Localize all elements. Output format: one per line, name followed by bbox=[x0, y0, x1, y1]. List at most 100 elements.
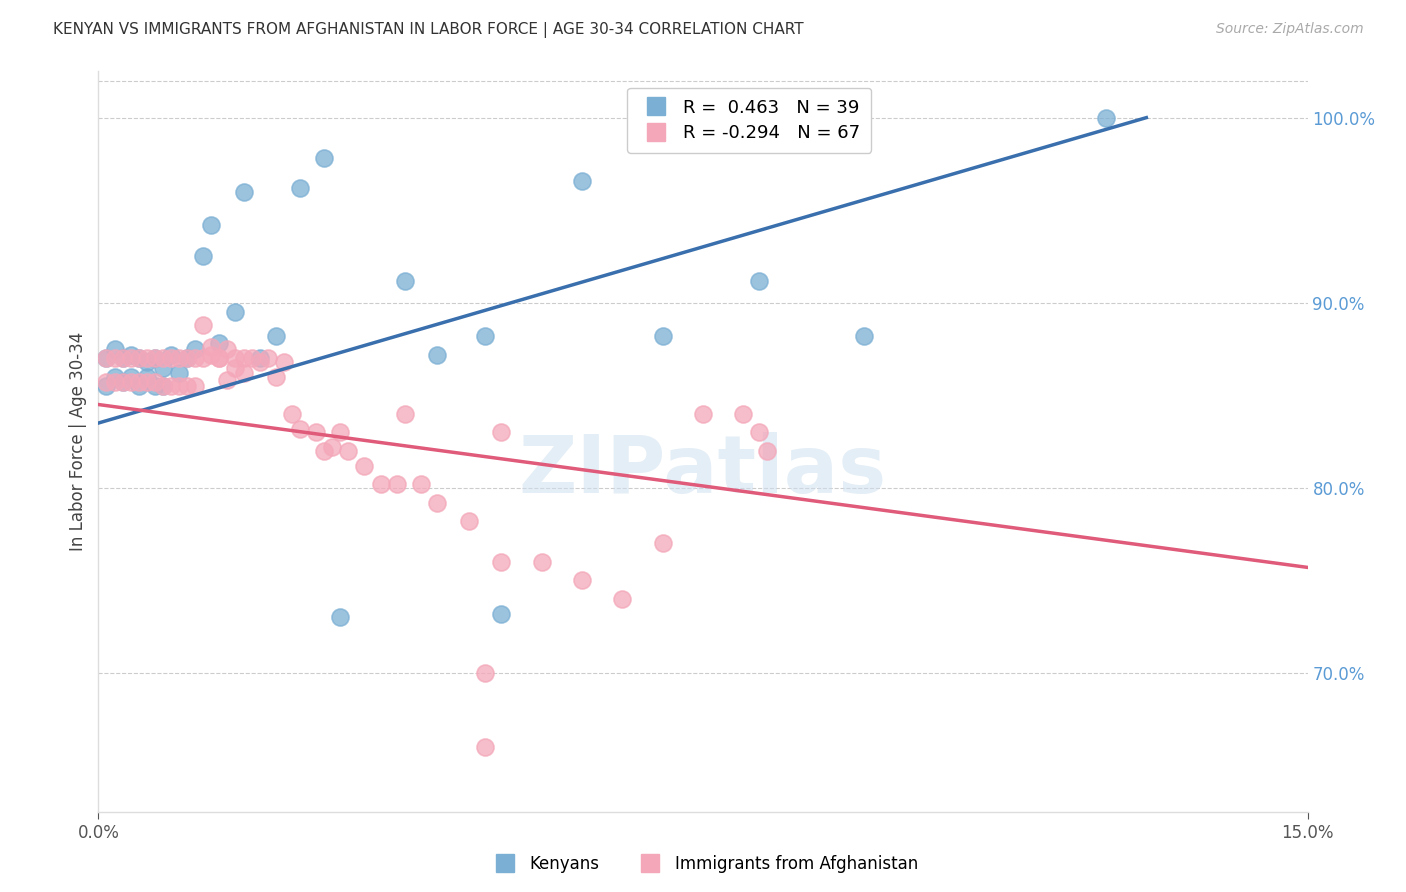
Y-axis label: In Labor Force | Age 30-34: In Labor Force | Age 30-34 bbox=[69, 332, 87, 551]
Point bbox=[409, 477, 432, 491]
Point bbox=[120, 351, 142, 366]
Point bbox=[128, 376, 150, 390]
Point bbox=[353, 458, 375, 473]
Point bbox=[160, 347, 183, 361]
Point bbox=[394, 273, 416, 287]
Point bbox=[96, 351, 118, 366]
Point bbox=[232, 351, 254, 366]
Point bbox=[200, 218, 222, 232]
Point bbox=[232, 185, 254, 199]
Point bbox=[281, 407, 304, 421]
Point bbox=[160, 351, 183, 366]
Point bbox=[103, 342, 125, 356]
Point bbox=[756, 443, 779, 458]
Point bbox=[167, 351, 190, 366]
Point bbox=[426, 495, 449, 509]
Point bbox=[426, 347, 449, 361]
Point bbox=[120, 376, 142, 390]
Point bbox=[394, 407, 416, 421]
Point bbox=[491, 607, 513, 621]
Point bbox=[208, 351, 231, 366]
Point bbox=[474, 739, 496, 754]
Point bbox=[264, 329, 287, 343]
Point bbox=[224, 305, 246, 319]
Point bbox=[111, 376, 134, 390]
Point bbox=[370, 477, 392, 491]
Point bbox=[143, 351, 166, 366]
Point bbox=[474, 329, 496, 343]
Point bbox=[305, 425, 328, 440]
Point bbox=[249, 355, 271, 369]
Point bbox=[152, 351, 174, 366]
Point bbox=[314, 443, 336, 458]
Point bbox=[135, 369, 157, 384]
Point bbox=[530, 555, 553, 569]
Point bbox=[491, 425, 513, 440]
Point bbox=[288, 181, 311, 195]
Point bbox=[120, 347, 142, 361]
Point bbox=[135, 355, 157, 369]
Legend: Kenyans, Immigrants from Afghanistan: Kenyans, Immigrants from Afghanistan bbox=[481, 848, 925, 880]
Point bbox=[111, 376, 134, 390]
Point bbox=[474, 665, 496, 680]
Point bbox=[1095, 111, 1118, 125]
Point bbox=[160, 379, 183, 393]
Point bbox=[176, 351, 198, 366]
Point bbox=[176, 351, 198, 366]
Point bbox=[103, 369, 125, 384]
Point bbox=[321, 440, 343, 454]
Point bbox=[103, 351, 125, 366]
Point bbox=[232, 366, 254, 380]
Text: ZIPatlas: ZIPatlas bbox=[519, 432, 887, 510]
Legend: R =  0.463   N = 39, R = -0.294   N = 67: R = 0.463 N = 39, R = -0.294 N = 67 bbox=[627, 87, 872, 153]
Point bbox=[96, 379, 118, 393]
Point bbox=[103, 376, 125, 390]
Point bbox=[135, 351, 157, 366]
Point bbox=[111, 351, 134, 366]
Point bbox=[200, 347, 222, 361]
Point bbox=[385, 477, 408, 491]
Point bbox=[224, 360, 246, 375]
Point bbox=[692, 407, 714, 421]
Text: KENYAN VS IMMIGRANTS FROM AFGHANISTAN IN LABOR FORCE | AGE 30-34 CORRELATION CHA: KENYAN VS IMMIGRANTS FROM AFGHANISTAN IN… bbox=[53, 22, 804, 38]
Point bbox=[853, 329, 876, 343]
Point bbox=[329, 425, 352, 440]
Point bbox=[733, 407, 755, 421]
Point bbox=[288, 421, 311, 435]
Point bbox=[128, 351, 150, 366]
Point bbox=[184, 342, 207, 356]
Point bbox=[256, 351, 278, 366]
Point bbox=[135, 376, 157, 390]
Point bbox=[208, 351, 231, 366]
Point bbox=[96, 351, 118, 366]
Point bbox=[651, 329, 673, 343]
Point bbox=[193, 318, 215, 332]
Point bbox=[184, 351, 207, 366]
Point bbox=[167, 366, 190, 380]
Point bbox=[314, 152, 336, 166]
Point bbox=[748, 273, 770, 287]
Point bbox=[217, 374, 239, 388]
Point bbox=[96, 376, 118, 390]
Point bbox=[571, 173, 593, 187]
Point bbox=[571, 574, 593, 588]
Point bbox=[167, 379, 190, 393]
Point bbox=[200, 340, 222, 354]
Point bbox=[193, 249, 215, 263]
Point bbox=[208, 336, 231, 351]
Point bbox=[143, 376, 166, 390]
Point bbox=[193, 351, 215, 366]
Point bbox=[337, 443, 360, 458]
Point bbox=[128, 351, 150, 366]
Point bbox=[491, 555, 513, 569]
Point bbox=[120, 369, 142, 384]
Point bbox=[176, 379, 198, 393]
Point bbox=[224, 351, 246, 366]
Point bbox=[184, 379, 207, 393]
Point bbox=[329, 610, 352, 624]
Text: Source: ZipAtlas.com: Source: ZipAtlas.com bbox=[1216, 22, 1364, 37]
Point bbox=[651, 536, 673, 550]
Point bbox=[240, 351, 263, 366]
Point bbox=[264, 369, 287, 384]
Point bbox=[143, 379, 166, 393]
